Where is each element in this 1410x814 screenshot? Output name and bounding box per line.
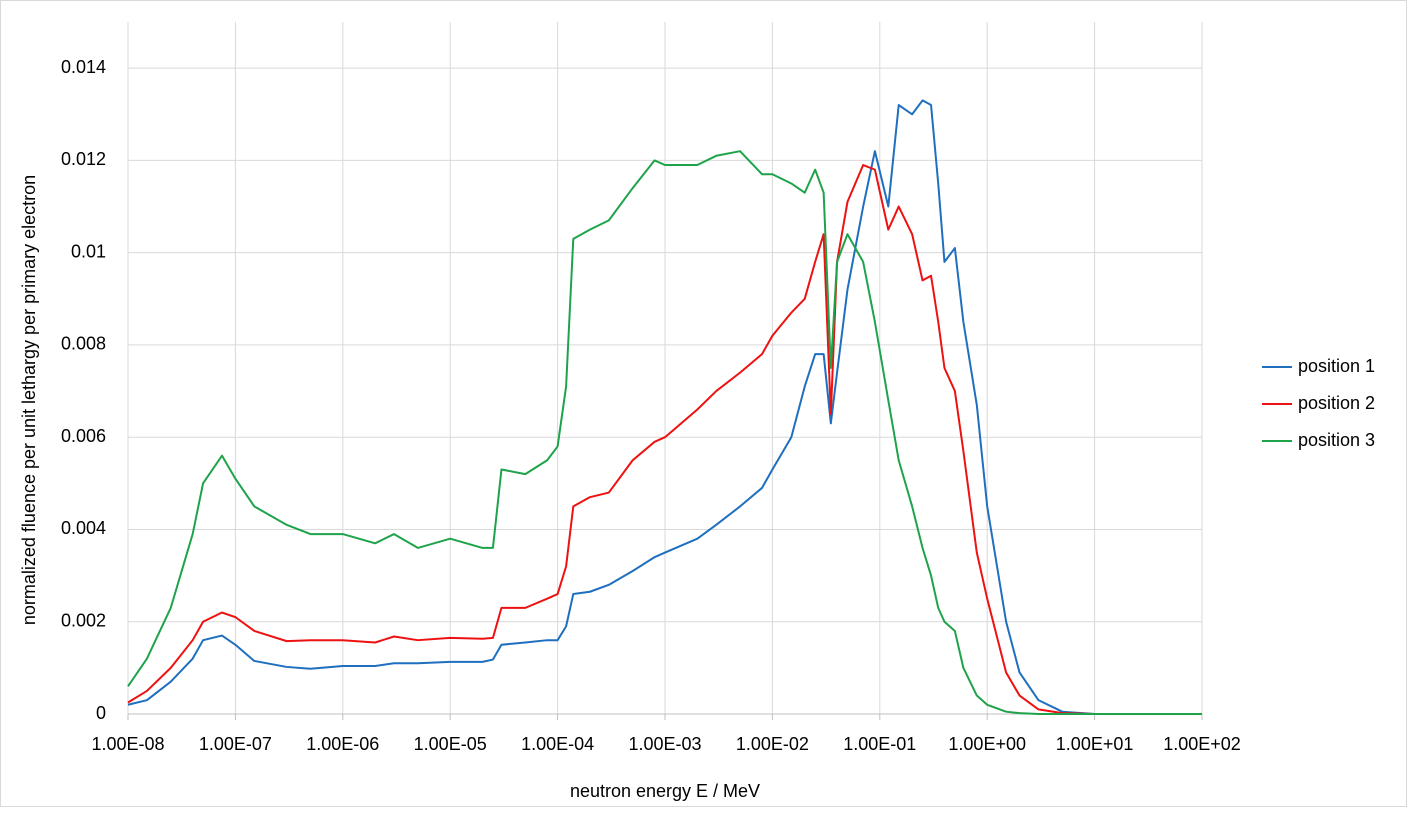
series-line [127,150,1202,715]
series-line [127,164,1202,715]
x-tick-label: 1.00E+01 [1056,734,1134,754]
series-line [127,99,1202,715]
x-tick-label: 1.00E+00 [948,734,1026,754]
x-tick-label: 1.00E-06 [306,734,379,754]
x-axis-label: neutron energy E / MeV [570,781,760,801]
x-tick-label: 1.00E-08 [91,734,164,754]
x-tick-label: 1.00E+02 [1163,734,1241,754]
x-tick-label: 1.00E-07 [199,734,272,754]
x-tick-label: 1.00E-04 [521,734,594,754]
legend-label: position 1 [1298,356,1375,376]
y-axis-label: normalized fluence per unit lethargy per… [19,175,39,625]
y-tick-label: 0 [96,703,106,723]
legend-label: position 3 [1298,430,1375,450]
y-tick-label: 0.002 [61,610,106,630]
y-tick-label: 0.006 [61,426,106,446]
y-tick-label: 0.012 [61,149,106,169]
legend-label: position 2 [1298,393,1375,413]
y-tick-label: 0.008 [61,334,106,354]
x-tick-label: 1.00E-03 [628,734,701,754]
y-tick-label: 0.004 [61,518,106,538]
x-tick-label: 1.00E-02 [736,734,809,754]
x-tick-label: 1.00E-05 [414,734,487,754]
x-tick-label: 1.00E-01 [843,734,916,754]
y-tick-label: 0.01 [71,241,106,261]
y-tick-label: 0.014 [61,57,106,77]
